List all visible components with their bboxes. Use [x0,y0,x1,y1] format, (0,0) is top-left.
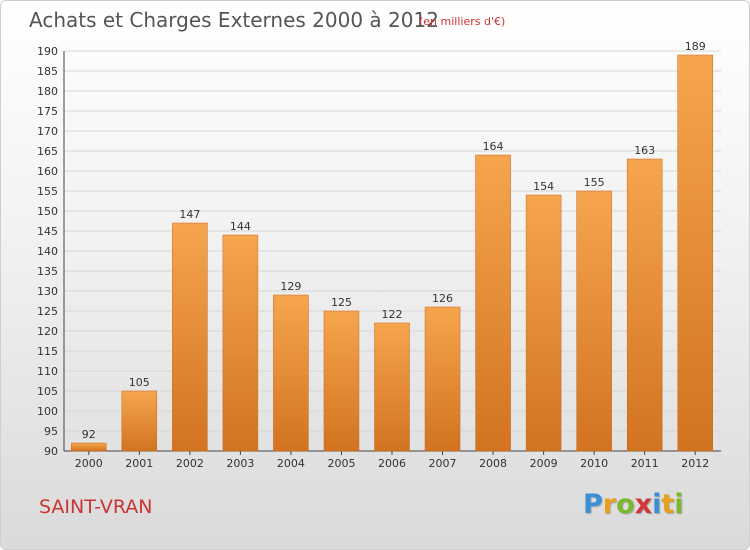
bar-value-label: 189 [685,40,706,53]
bar [121,390,158,452]
y-tick-label: 110 [37,365,58,378]
logo-letter: r [602,489,617,520]
bar-value-label: 147 [179,208,200,221]
logo-letter: t [661,489,675,520]
x-tick-label: 2011 [631,457,659,470]
bar-value-label: 105 [129,376,150,389]
bar [374,322,410,452]
bar-value-label: 129 [280,280,301,293]
bar-value-label: 122 [382,308,403,321]
y-tick-label: 125 [37,305,58,318]
x-tick-label: 2010 [580,457,608,470]
logo-letter: i [674,489,684,520]
bar-value-label: 126 [432,292,453,305]
y-tick-label: 90 [44,445,58,458]
bar-value-label: 154 [533,180,554,193]
bar [71,442,107,452]
y-tick-label: 130 [37,285,58,298]
bar-value-label: 125 [331,296,352,309]
bar-value-label: 163 [634,144,655,157]
y-tick-label: 180 [37,85,58,98]
x-tick-label: 2012 [681,457,709,470]
bar [677,54,713,452]
x-tick-label: 2005 [327,457,355,470]
x-tick-label: 2009 [530,457,558,470]
bar [525,194,562,452]
x-tick-label: 2000 [75,457,103,470]
y-tick-label: 160 [37,165,58,178]
bar-value-label: 155 [584,176,605,189]
y-tick-label: 185 [37,65,58,78]
logo-letter: P [583,489,603,520]
bar-value-label: 92 [82,428,96,441]
y-tick-label: 95 [44,425,58,438]
y-tick-label: 145 [37,225,58,238]
y-tick-label: 155 [37,185,58,198]
proxiti-logo[interactable]: Proxiti [583,489,684,520]
y-tick-label: 105 [37,385,58,398]
logo-letter: x [634,489,653,520]
y-tick-label: 135 [37,265,58,278]
x-tick-label: 2007 [429,457,457,470]
x-tick-label: 2008 [479,457,507,470]
chart-title: Achats et Charges Externes 2000 à 2012 [29,8,439,32]
bar [323,310,360,452]
bar [222,234,259,452]
y-tick-label: 175 [37,105,58,118]
bar [475,154,511,452]
y-tick-label: 190 [37,45,58,58]
bar [424,306,461,452]
y-tick-label: 120 [37,325,58,338]
y-tick-label: 170 [37,125,58,138]
y-tick-label: 150 [37,205,58,218]
x-tick-label: 2001 [125,457,153,470]
x-tick-label: 2003 [226,457,254,470]
bar [576,190,612,452]
x-tick-label: 2006 [378,457,406,470]
place-name: SAINT-VRAN [39,496,153,518]
x-tick-label: 2002 [176,457,204,470]
y-tick-label: 165 [37,145,58,158]
bar-value-label: 144 [230,220,251,233]
y-tick-label: 115 [37,345,58,358]
logo-letter: o [616,489,635,520]
y-tick-label: 140 [37,245,58,258]
chart-unit: (en milliers d'€) [419,15,506,28]
logo-letter: i [652,489,662,520]
bar [626,158,663,452]
x-tick-label: 2004 [277,457,305,470]
y-tick-label: 100 [37,405,58,418]
bar [273,294,309,452]
bar [172,222,208,452]
bar-value-label: 164 [483,140,504,153]
